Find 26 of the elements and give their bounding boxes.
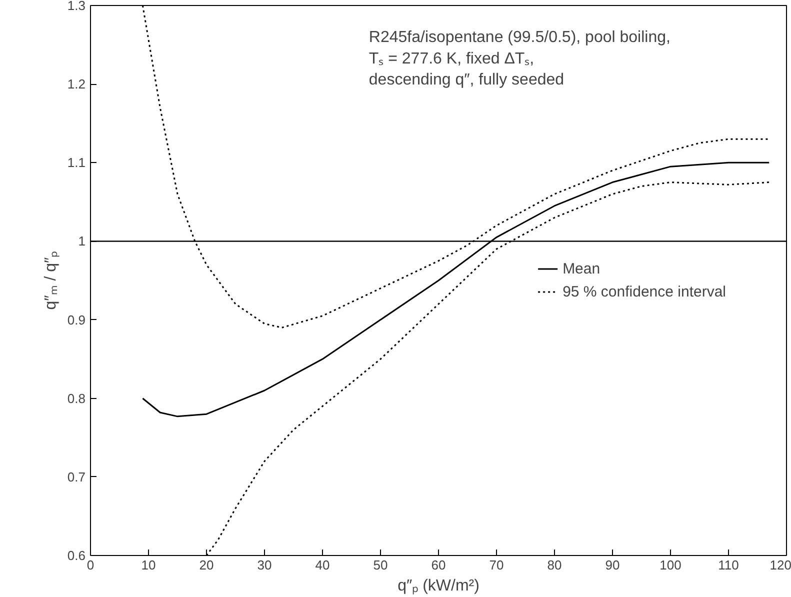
legend-label: 95 % confidence interval [562,283,726,300]
y-tick-label: 1.3 [67,0,86,13]
x-axis-title: q″ₚ (kW/m²) [398,578,480,594]
legend-label: Mean [562,260,600,277]
y-tick-label: 1.2 [67,76,86,92]
y-tick-label: 1 [78,234,86,249]
x-tick-label: 50 [373,558,388,572]
y-tick-label: 0.8 [67,390,86,406]
x-tick-label: 20 [199,558,214,572]
x-tick-label: 70 [489,558,504,572]
annotation: R245fa/isopentane (99.5/0.5), pool boiling, Tₛ = 277.6 K, fixed ΔTₛ, descending q″, fully seeded [368,29,670,89]
y-tick-label: 0.6 [67,548,86,563]
x-tick-label: 100 [660,558,682,572]
y-tick-label: 0.7 [67,469,86,484]
x-tick-label: 80 [547,558,562,572]
x-tick-label: 120 [770,558,791,572]
x-tick-label: 0 [86,558,94,572]
x-tick-label: 10 [141,558,156,572]
y-tick-label: 1.1 [67,155,86,170]
y-axis-title: q″ₘ / q″ₚ [42,251,60,310]
x-tick-label: 90 [605,558,620,572]
x-tick-label: 40 [315,558,330,572]
y-tick-label: 0.9 [67,312,86,328]
x-tick-label: 30 [257,558,272,572]
x-tick-label: 110 [718,558,739,572]
x-tick-label: 60 [431,558,446,572]
